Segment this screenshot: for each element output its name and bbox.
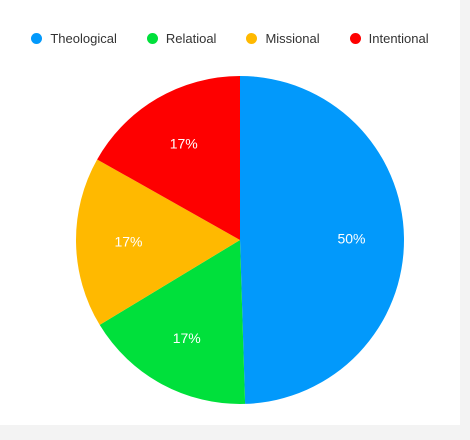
- legend-label-theological: Theological: [50, 30, 117, 46]
- chart-panel: Theological Relatioal Missional Intentio…: [0, 0, 460, 425]
- pie-slice-missional[interactable]: [75, 159, 240, 325]
- pie-chart: 50% 17% 17% 17%: [75, 75, 405, 405]
- legend-label-relatioal: Relatioal: [165, 30, 217, 46]
- pie-slice-intentional[interactable]: [97, 76, 241, 240]
- legend-swatch-relatioal: [146, 32, 158, 44]
- pie-slice-label-theological: 50%: [337, 230, 365, 246]
- legend-item-theological[interactable]: Theological: [31, 31, 117, 46]
- pie-slice-relatioal[interactable]: [99, 240, 246, 405]
- pie-slice-label-relatioal: 17%: [173, 330, 201, 346]
- legend-label-intentional: Intentional: [368, 30, 429, 46]
- legend-swatch-theological: [31, 32, 43, 44]
- legend-item-missional[interactable]: Missional: [246, 30, 320, 46]
- pie-slice-label-missional: 17%: [114, 234, 142, 250]
- pie-slice-label-intentional: 17%: [170, 136, 198, 152]
- chart-legend: Theological Relatioal Missional Intentio…: [0, 28, 460, 48]
- legend-label-missional: Missional: [265, 30, 320, 46]
- legend-item-relatioal[interactable]: Relatioal: [146, 30, 217, 46]
- legend-item-intentional[interactable]: Intentional: [349, 30, 429, 46]
- legend-swatch-intentional: [349, 32, 361, 44]
- pie-slice-theological[interactable]: [240, 75, 405, 404]
- legend-swatch-missional: [246, 32, 258, 44]
